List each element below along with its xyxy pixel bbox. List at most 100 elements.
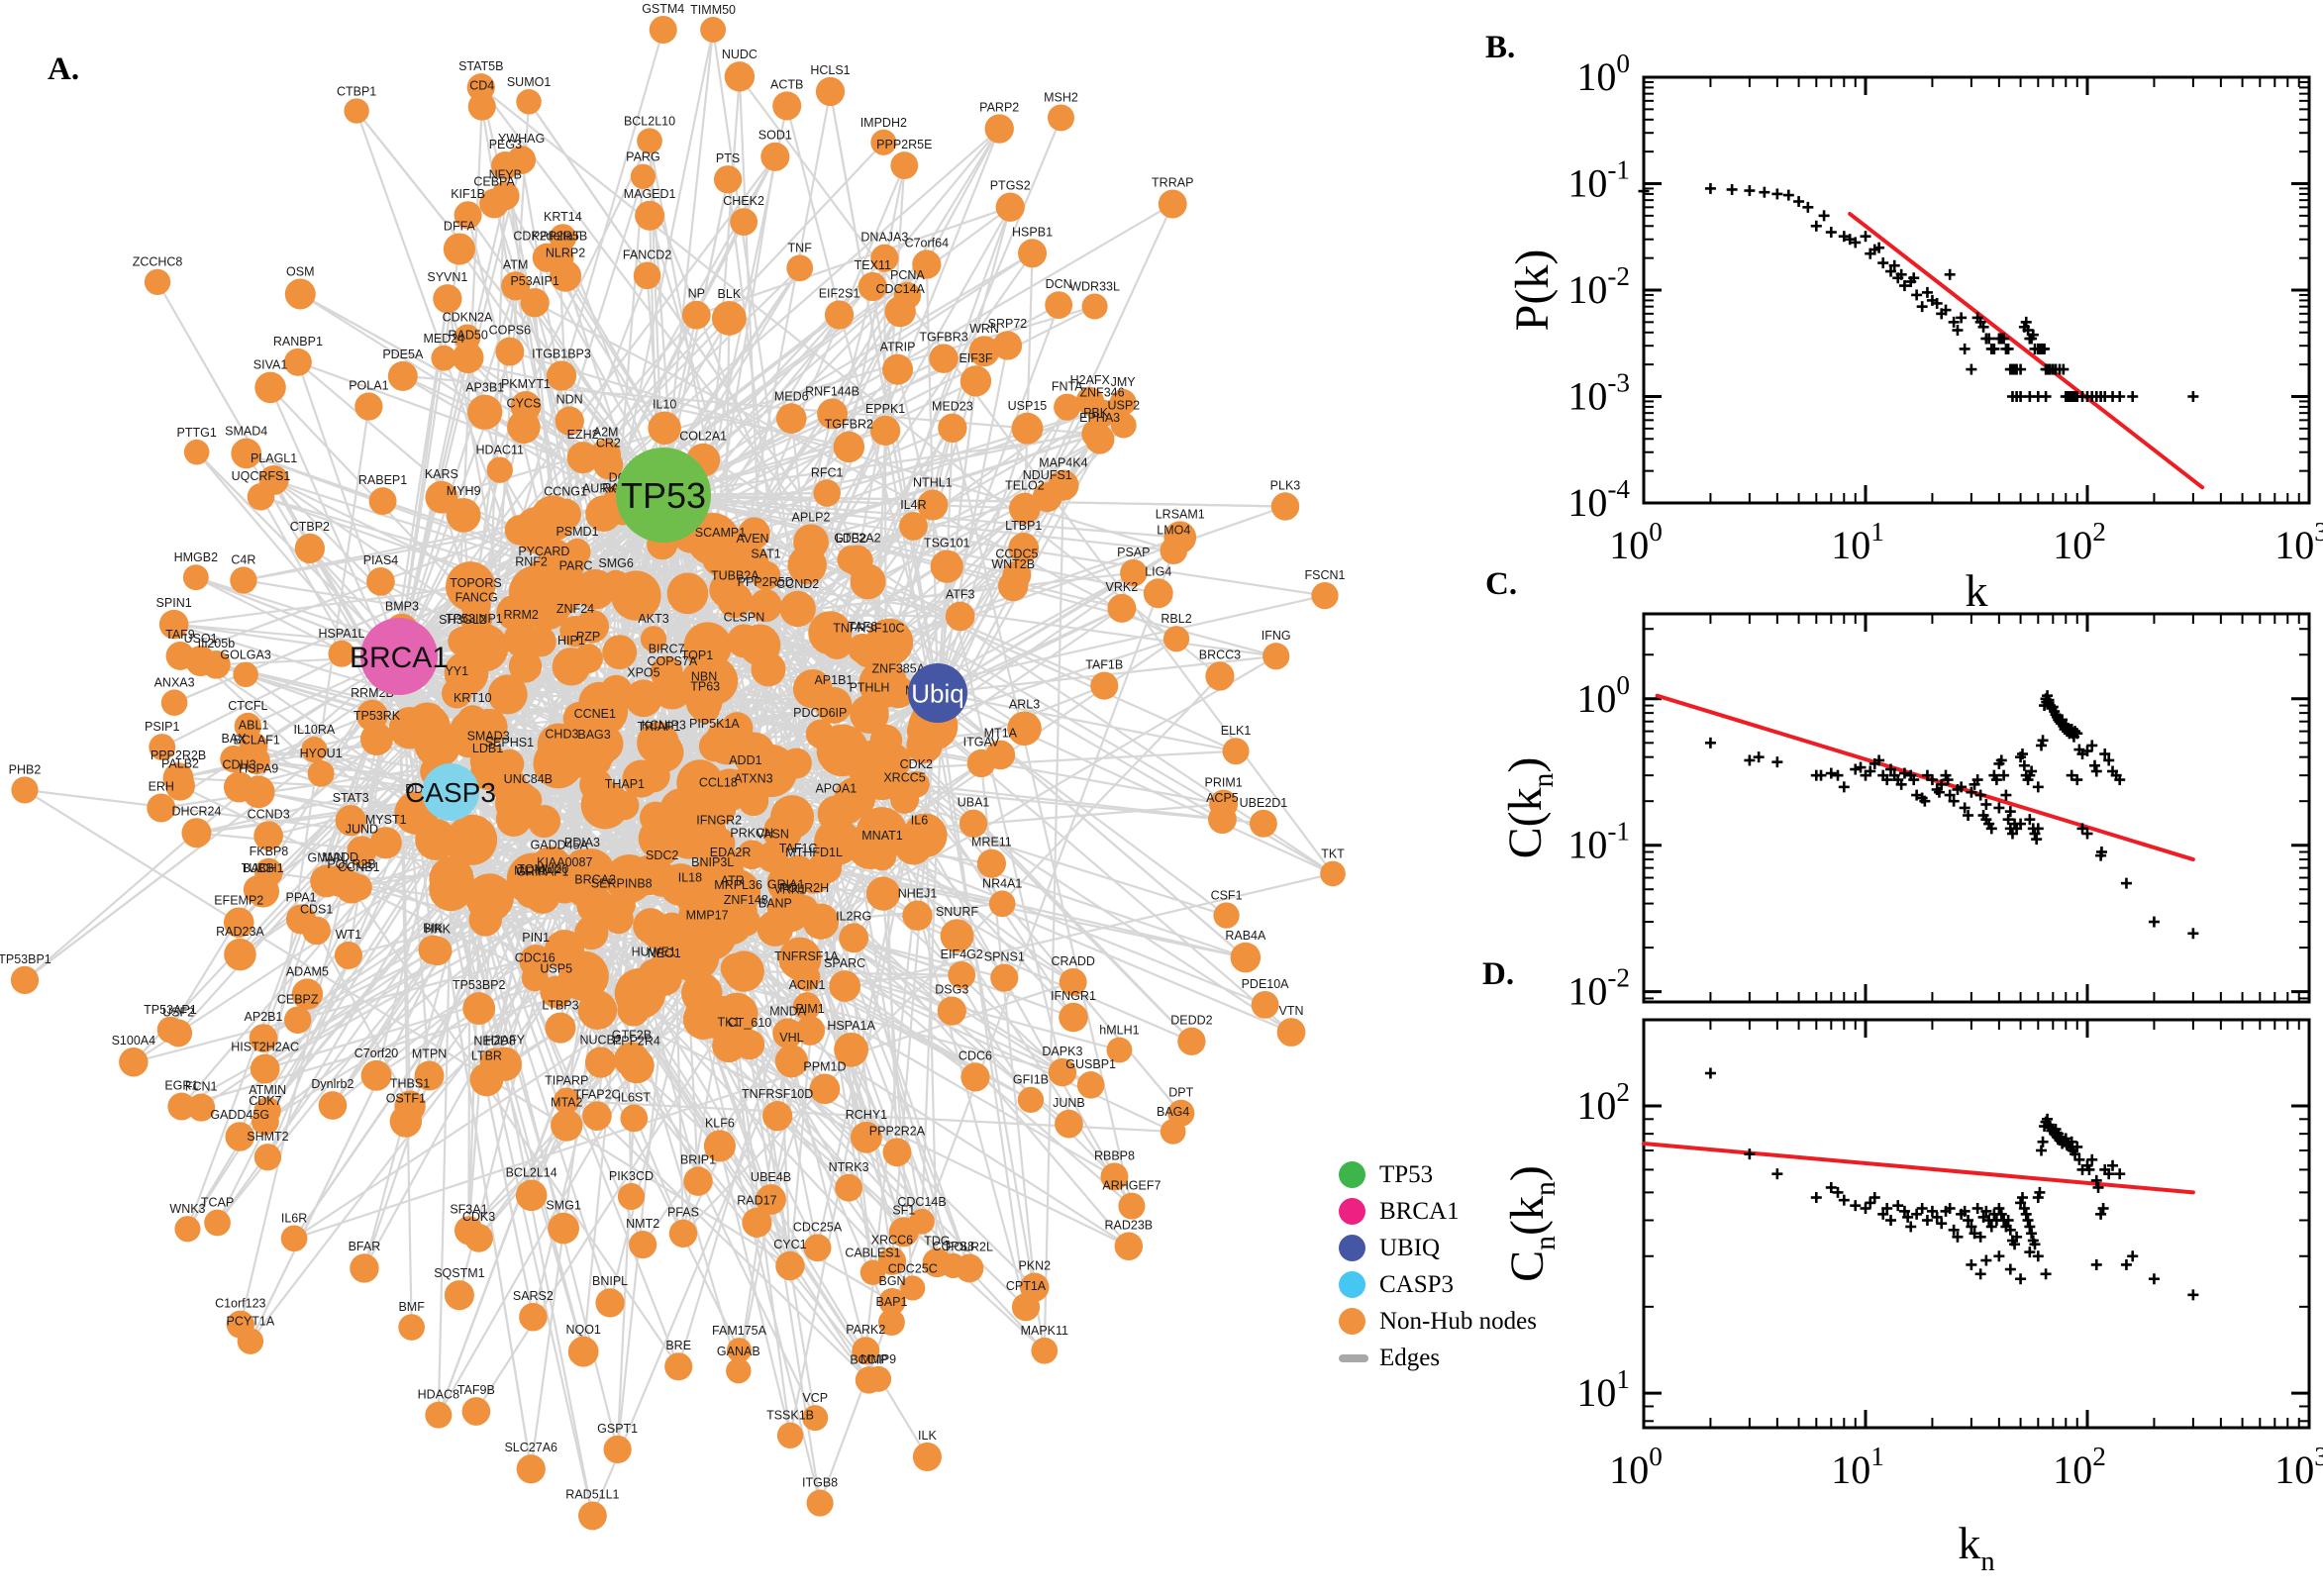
- network-node-label: MTPN: [412, 1047, 447, 1061]
- network-node-label: EPHA3: [1079, 411, 1120, 425]
- plot-frame: [1642, 612, 2311, 1004]
- network-node-label: KIF1B: [451, 187, 485, 201]
- network-node-label: ATF3: [946, 588, 975, 602]
- network-node: [456, 705, 488, 737]
- network-node-label: TUBB2A: [711, 569, 759, 583]
- network-node-label: NUCB2: [579, 1033, 621, 1047]
- network-node-label: MTHFD1L: [785, 846, 843, 859]
- network-node: [147, 793, 176, 823]
- network-node-label: CDK3: [462, 1210, 495, 1224]
- network-node-label: WDR33L: [1069, 279, 1120, 293]
- network-node: [253, 1144, 282, 1171]
- network-node: [158, 609, 189, 640]
- axis-titles: Cn(kn) kn: [1501, 1165, 1995, 1577]
- network-node-label: LDB1: [472, 742, 503, 755]
- network-node: [902, 770, 930, 798]
- network-node: [850, 694, 889, 735]
- network-node: [726, 1357, 752, 1384]
- network-node-label: APOA1: [815, 781, 857, 795]
- network-node-label: PFAS: [667, 1206, 699, 1220]
- network-node: [1076, 1071, 1105, 1099]
- network-node-label: TNFRSF10D: [742, 1087, 813, 1101]
- network-node: [912, 249, 942, 279]
- tick-label: 100: [1609, 1442, 1663, 1492]
- network-node-label: EIF2S1: [819, 286, 860, 300]
- network-node-label: CDH3: [223, 757, 256, 771]
- network-node: [1106, 1037, 1133, 1063]
- network-node: [633, 261, 661, 290]
- network-node-label: KCNIP3: [642, 719, 686, 733]
- network-node-label: C7orf64: [905, 236, 950, 249]
- network-node: [902, 827, 937, 860]
- network-node-label: MNAT1: [861, 829, 902, 843]
- network-edge: [913, 844, 1247, 959]
- network-node: [486, 456, 513, 483]
- tick-label: 102: [2053, 517, 2106, 567]
- network-node-label: TCAP: [201, 1196, 234, 1210]
- network-node: [727, 624, 761, 658]
- network-node: [1270, 492, 1300, 521]
- network-node: [1209, 789, 1239, 819]
- network-node: [668, 1219, 698, 1248]
- network-node: [328, 640, 355, 667]
- network-node: [815, 686, 853, 724]
- network-node-label: CCDC5: [995, 547, 1038, 560]
- network-node-label: KLF6: [705, 1116, 735, 1130]
- axis-tick-labels: 100 101 102 103 102 101: [1576, 1077, 2323, 1492]
- network-node-label: TNFRSF1A: [774, 949, 839, 963]
- network-node-label: BAG4: [1157, 1105, 1189, 1119]
- network-node: [839, 923, 869, 953]
- network-node-label: Dynlrb2: [311, 1077, 354, 1091]
- network-node-label: NHEJ1: [898, 887, 938, 901]
- network-node: [751, 651, 786, 687]
- network-node-label: HCLS1: [810, 63, 850, 77]
- network-node-label: BRCC3: [1199, 648, 1241, 661]
- network-node: [461, 1397, 491, 1426]
- network-node-label: BANP: [758, 896, 792, 910]
- network-node-label: USO1: [184, 632, 218, 646]
- network-node-label: CDKN2A: [443, 311, 493, 325]
- network-node-label: DFFA: [444, 219, 476, 233]
- tp53-swatch-icon: [1339, 1161, 1365, 1188]
- network-node-label: CR2: [596, 436, 621, 449]
- hub-ubiq: [908, 663, 967, 723]
- network-node-label: EGR1: [164, 1079, 198, 1093]
- network-node: [890, 151, 919, 180]
- network-node: [700, 789, 737, 826]
- network-node: [1160, 1119, 1186, 1145]
- network-node-label: IL6ST: [618, 1091, 652, 1105]
- network-node-label: C4R: [231, 552, 255, 566]
- network-node-label: MADD: [322, 850, 358, 864]
- network-node-label: PIK3CD: [609, 1169, 654, 1183]
- network-node-label: BCL2L10: [624, 114, 675, 128]
- network-node: [726, 1338, 753, 1363]
- network-node-label: GOLGA3: [220, 648, 270, 662]
- network-node: [280, 1225, 308, 1252]
- network-node: [929, 344, 959, 373]
- network-node-label: OSTF1: [386, 1091, 426, 1105]
- network-node-label: PSMD1: [556, 525, 598, 539]
- network-node: [576, 886, 615, 925]
- network-node: [882, 353, 914, 385]
- network-edge: [293, 980, 1074, 1240]
- network-node-label: TRRAP: [1152, 176, 1193, 190]
- network-node: [507, 410, 541, 445]
- plot-frame: [1642, 75, 2311, 505]
- network-node-label: COPS6: [489, 324, 531, 338]
- network-node: [698, 731, 730, 762]
- network-node-label: BMP3: [385, 600, 419, 614]
- network-node: [1048, 469, 1079, 501]
- network-node-label: ITGB8: [802, 1476, 838, 1490]
- network-node-label: YWHAG: [498, 132, 545, 146]
- network-node: [772, 91, 802, 121]
- network-edge: [806, 563, 1334, 875]
- network-edge: [937, 691, 1334, 875]
- network-node: [354, 392, 383, 421]
- network-node: [519, 945, 553, 978]
- network-node: [775, 1250, 805, 1281]
- network-node: [937, 996, 966, 1026]
- network-node-label: IL10RA: [294, 723, 336, 737]
- network-node-label: DNAJA3: [860, 231, 908, 245]
- network-node-label: NLRP2: [546, 247, 585, 260]
